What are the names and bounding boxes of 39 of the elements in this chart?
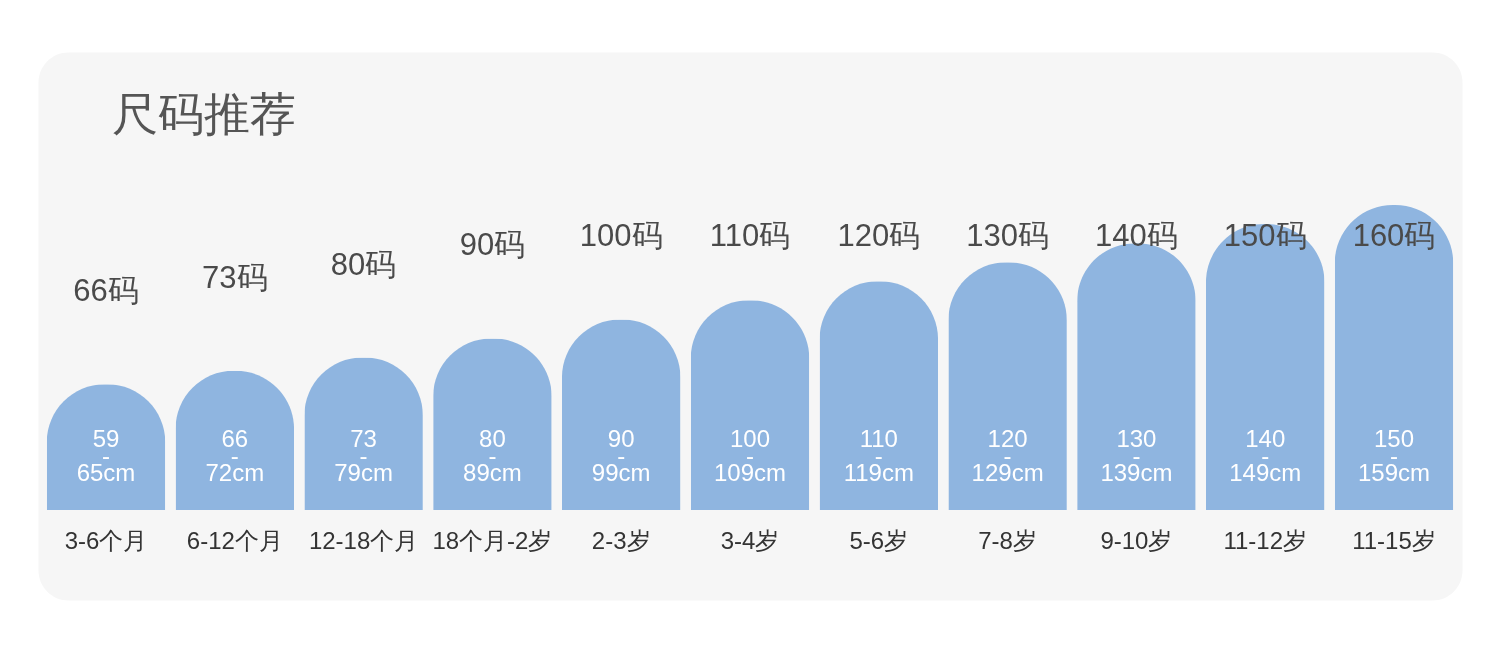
annotation: 110-119cm — [843, 425, 914, 486]
data-label: 110码 — [709, 218, 791, 253]
annotation: 100-109cm — [713, 425, 787, 486]
x-tick-label: 12-18个月 — [308, 526, 419, 554]
annotation: 130-139cm — [1100, 425, 1173, 486]
x-tick-label: 9-10岁 — [1100, 526, 1173, 554]
chart-title: 尺码推荐 — [112, 88, 296, 140]
annotation: 90-99cm — [591, 425, 651, 486]
annotation: 80-89cm — [463, 425, 522, 486]
bar — [1334, 205, 1454, 510]
bar — [948, 262, 1067, 510]
x-tick-label: 3-6个月 — [64, 526, 148, 554]
x-tick-label: 18个月-2岁 — [432, 526, 553, 554]
annotation: 66-72cm — [205, 425, 265, 486]
annotation: 59-65cm — [76, 425, 136, 486]
annotation: 150-159cm — [1357, 425, 1431, 486]
annotation: 120-129cm — [971, 425, 1044, 486]
data-label: 130码 — [966, 218, 1049, 253]
x-tick-label: 2-3岁 — [591, 526, 651, 554]
data-label: 73码 — [202, 259, 268, 295]
x-tick-label: 7-8岁 — [978, 526, 1037, 554]
data-label: 80码 — [330, 246, 397, 282]
data-label: 120码 — [837, 218, 921, 253]
x-tick-label: 5-6岁 — [849, 526, 909, 554]
data-label: 66码 — [73, 273, 139, 309]
x-tick-label: 11-12岁 — [1223, 526, 1307, 554]
data-label: 150码 — [1223, 218, 1307, 253]
x-tick-label: 6-12个月 — [186, 526, 283, 554]
data-label: 140码 — [1095, 218, 1178, 253]
data-label: 160码 — [1352, 218, 1436, 253]
bar — [819, 281, 939, 510]
bar — [561, 319, 681, 510]
x-tick-label: 3-4岁 — [720, 526, 780, 554]
annotation: 73-79cm — [334, 425, 393, 486]
bar — [690, 300, 810, 510]
x-tick-label: 11-15岁 — [1352, 526, 1436, 554]
data-label: 100码 — [579, 218, 663, 253]
data-label: 90码 — [459, 227, 526, 263]
annotation: 140-149cm — [1229, 425, 1302, 486]
